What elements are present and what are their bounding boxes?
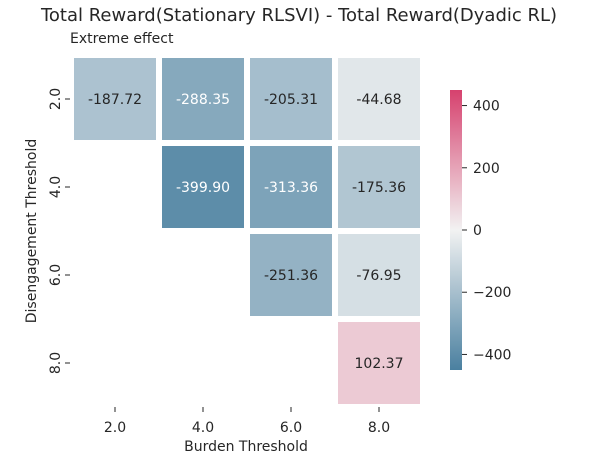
cell-value-label: 102.37 <box>355 356 404 372</box>
heatmap-cell <box>338 322 420 404</box>
heatmap-cells: -187.72 -288.35 -205.31 -44.68 -399.90 -313.3… <box>74 58 420 404</box>
y-tick-label: 2.0 <box>48 88 64 110</box>
heatmap-cell <box>250 234 332 316</box>
heatmap-cell <box>250 146 332 228</box>
y-axis-label: Disengagement Threshold <box>24 139 40 323</box>
chart-title: Total Reward(Stationary RLSVI) - Total R… <box>40 5 557 26</box>
cell-value-label: -288.35 <box>176 92 230 108</box>
heatmap-cell <box>338 146 420 228</box>
cell-value-label: -175.36 <box>352 180 406 196</box>
y-tick-label: 6.0 <box>48 264 64 286</box>
cell-value-label: -44.68 <box>356 92 401 108</box>
y-axis-ticks: 2.0 4.0 6.0 8.0 <box>48 88 70 374</box>
colorbar-tick-label: 400 <box>473 99 500 115</box>
x-axis-label: Burden Threshold <box>184 439 308 455</box>
x-tick-label: 8.0 <box>368 420 390 436</box>
cell-value-label: -399.90 <box>176 180 230 196</box>
heatmap-cell <box>162 58 244 140</box>
heatmap-cell <box>74 58 156 140</box>
cell-value-label: -313.36 <box>264 180 318 196</box>
y-tick-label: 4.0 <box>48 176 64 198</box>
cell-value-label: -205.31 <box>264 92 318 108</box>
y-tick-label: 8.0 <box>48 352 64 374</box>
x-tick-label: 2.0 <box>104 420 126 436</box>
heatmap-cell <box>338 58 420 140</box>
x-tick-label: 6.0 <box>280 420 302 436</box>
chart-subtitle: Extreme effect <box>70 31 174 47</box>
x-tick-label: 4.0 <box>192 420 214 436</box>
x-axis-ticks: 2.0 4.0 6.0 8.0 <box>104 407 390 436</box>
colorbar-tick-label: −400 <box>473 347 511 363</box>
heatmap-cell <box>250 58 332 140</box>
colorbar-tick-label: −200 <box>473 285 511 301</box>
colorbar: 400 200 0 −200 −400 <box>450 90 511 370</box>
cell-value-label: -251.36 <box>264 268 318 284</box>
cell-value-label: -187.72 <box>88 92 142 108</box>
colorbar-tick-label: 0 <box>473 223 482 239</box>
heatmap-cell <box>338 234 420 316</box>
heatmap-cell <box>162 146 244 228</box>
cell-value-label: -76.95 <box>356 268 401 284</box>
colorbar-tick-label: 200 <box>473 161 500 177</box>
colorbar-gradient <box>450 90 462 370</box>
